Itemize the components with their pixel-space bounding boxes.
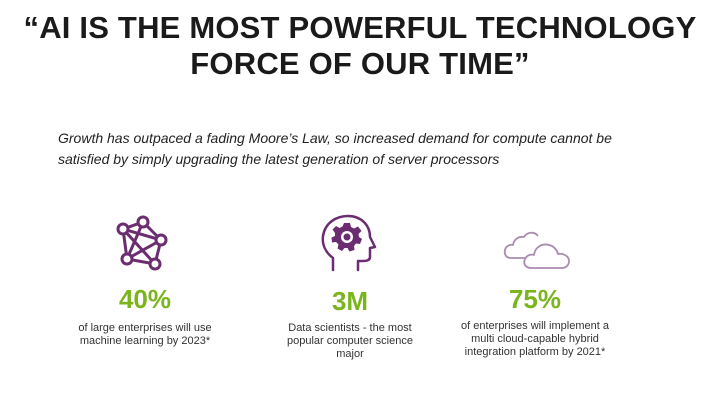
stat-block-ml: 40% of large enterprises will use machin… [60,210,230,360]
stat-value: 75% [508,284,562,314]
stat-description-line: machine learning by 2023* [79,335,211,347]
network-icon [113,214,173,279]
slide-title-line-1: “AI IS THE MOST POWERFUL TECHNOLOGY [23,10,697,45]
stat-description: Data scientists - the most popular compu… [265,322,435,361]
stat-block-data-scientists: 3M Data scientists - the most popular co… [265,210,435,360]
stat-value: 40% [118,284,172,314]
stat-description-line: Data scientists - the most [288,322,412,334]
stat-description: of large enterprises will use machine le… [60,322,230,348]
stat-value: 3M [331,286,369,316]
stat-description-line: of large enterprises will use [78,322,212,334]
stat-block-cloud: 75% of enterprises will implement a mult… [445,210,625,360]
stat-description-line: popular computer science [287,335,413,347]
slide-subtitle-line-1: Growth has outpaced a fading Moore’s Law… [58,130,612,146]
stat-description-line: of enterprises will implement a [461,320,609,332]
stat-description-line: multi cloud-capable hybrid [471,333,599,345]
stat-description-line: major [336,348,364,360]
stat-description-line: integration platform by 2021* [464,346,606,358]
cloud-icon [503,228,573,277]
slide-subtitle-line-2: satisfied by simply upgrading the latest… [58,151,500,167]
slide-subtitle: Growth has outpaced a fading Moore’s Law… [58,128,678,170]
slide-title-line-2: FORCE OF OUR TIME” [190,46,530,81]
head-gear-icon [315,212,377,279]
slide-title: “AI IS THE MOST POWERFUL TECHNOLOGY FORC… [0,10,720,82]
stat-description: of enterprises will implement a multi cl… [445,320,625,359]
